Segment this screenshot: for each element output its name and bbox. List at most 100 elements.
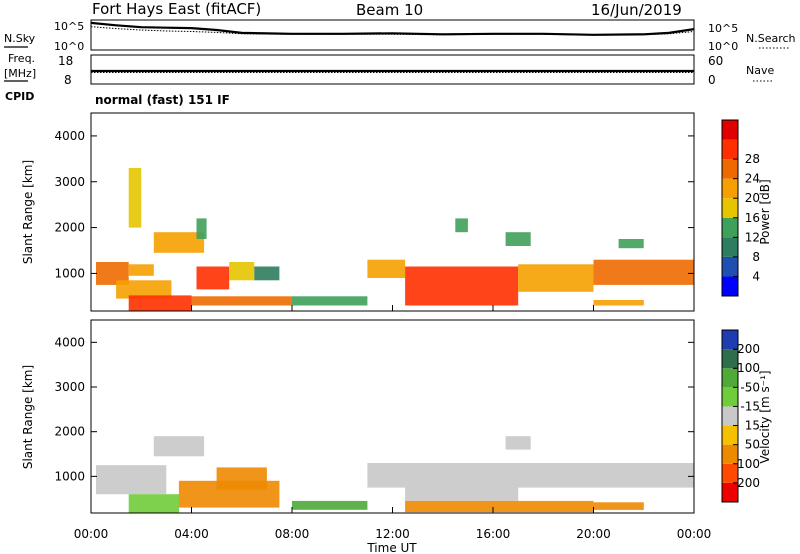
vel-cells-cell-4 [216,467,267,490]
power-cells-cell-17 [505,232,531,246]
power-cells-cell-18 [455,218,468,233]
vel-cells-cell-3 [153,436,205,457]
freq-panel: 18 8 60 0 [58,54,723,87]
power-cbar-swatch-7 [722,139,738,160]
power-cells-cell-9 [196,218,207,239]
power-colorbar-label: Power [dB] [758,179,772,244]
vel-cells-cell-8 [405,500,594,513]
nave-ytick-bottom-right: 0 [708,73,716,87]
freq-ytick-bottom-left: 8 [64,73,72,87]
power-cbar-swatch-4 [722,198,738,218]
power-cbar-label-3: 16 [745,211,760,225]
noise-ytick-bottom-left: 10^0 [54,40,84,53]
freq-label: Freq. [8,52,35,65]
power-cbar-swatch-1 [722,256,738,277]
power-cells-cell-16 [593,300,644,306]
power-cells-cell-12 [367,259,406,278]
power-cbar-swatch-6 [722,159,738,179]
power-cbar-label-0: 4 [752,269,760,283]
vel-cbar-label-7: -200 [733,342,760,356]
power-cbar-label-5: 24 [745,172,760,186]
vel-cbar-swatch-6 [722,368,738,388]
vel-cbar-swatch-0 [722,482,738,502]
power-cells-cell-13 [405,266,519,306]
power-cells-cell-19 [618,239,644,249]
power-cells-cell-5 [196,266,230,290]
vel-cbar-label-6: -100 [733,361,760,375]
noise-ytick-top-right: 10^5 [708,22,738,35]
nave-ytick-top-right: 60 [708,54,723,68]
power-cells-cell-11 [292,296,368,306]
cpid-label: CPID [5,90,34,103]
vel-cbar-swatch-8 [722,330,738,350]
vel-xticks-label-2: 08:00 [275,527,310,541]
vel-xticks-label-4: 16:00 [476,527,511,541]
noise-frame [90,19,695,51]
power-cbar-label-6: 28 [745,152,760,166]
vel-cbar-label-4: -15 [740,399,760,413]
power-cells-cell-4 [191,296,292,306]
vel-yticks-label-3: 4000 [54,335,85,349]
vel-cbar-frame [721,329,739,503]
vel-cbar-label-0: 200 [737,476,760,490]
nsky-series [90,21,695,36]
vel-cbar-label-1: 100 [737,457,760,471]
freq-ytick-top-left: 18 [58,54,73,68]
power-cbar-swatch-3 [722,217,738,238]
power-panel: 1000 2000 3000 4000 Slant Range [km] [21,112,695,312]
vel-cbar-label-2: 50 [745,438,760,452]
power-cells-cell-6 [229,262,255,281]
vel-xticks-label-6: 00:00 [677,527,712,541]
vel-cells-cell-6 [367,463,694,488]
power-cbar-label-1: 8 [752,250,760,264]
power-cbar-swatch-0 [722,276,738,296]
vel-cells-cell-9 [593,502,644,510]
vel-xticks-label-5: 20:00 [576,527,611,541]
velocity-colorbar: 200 100 50 15 -15 -50 -100 -200 [721,329,760,503]
vel-cbar-swatch-1 [722,463,738,483]
station-title: Fort Hays East (fitACF) [92,0,261,18]
noise-ytick-bottom-right: 10^0 [708,40,738,53]
power-ylabel: Slant Range [km] [21,160,35,264]
power-cells-cell-8 [153,232,205,253]
freq-unit-label: [MHz] [4,67,36,80]
velocity-heatmap [96,436,694,513]
power-yticks-label-3: 4000 [54,129,85,143]
power-cells-cell-3 [128,295,192,311]
vel-cbar-swatch-3 [722,425,738,445]
vel-xticks-label-1: 04:00 [174,527,209,541]
power-cells-cell-1 [128,264,154,276]
nsearch-series [90,26,695,36]
nsky-label: N.Sky [4,32,36,45]
vel-cells-cell-10 [505,436,531,450]
power-cbar-label-4: 20 [745,191,760,205]
vel-xticks-label-3: 12:00 [375,527,410,541]
vel-cbar-swatch-5 [722,387,738,407]
nave-label: Nave [746,64,774,77]
vel-yticks-label-2: 3000 [54,380,85,394]
power-cells-cell-2 [116,280,172,299]
noise-panel: 10^5 10^0 10^5 10^0 [54,19,738,53]
power-cbar-swatch-8 [722,120,738,140]
freq-frame [90,54,695,85]
beam-label: Beam 10 [356,1,423,19]
vel-cbar-swatch-2 [722,444,738,464]
vel-cells-cell-0 [96,465,167,495]
power-yticks-label-0: 1000 [54,266,85,280]
power-cells-cell-10 [128,168,142,228]
power-cbar-frame [721,119,739,297]
noise-ytick-top-left: 10^5 [54,20,84,33]
vel-cells-cell-1 [128,494,179,513]
velocity-ylabel: Slant Range [km] [21,365,35,469]
vel-cbar-label-5: -50 [740,380,760,394]
vel-cells-cell-7 [405,487,519,501]
velocity-panel: 1000 2000 3000 4000 00:00 04:00 08:00 12:00 16:… [21,319,712,554]
vel-cbar-swatch-4 [722,406,738,426]
velocity-colorbar-label: Velocity [m s⁻¹] [758,370,772,463]
power-cbar-swatch-2 [722,237,738,257]
vel-xticks-label-0: 00:00 [74,527,109,541]
power-cbar-swatch-5 [722,178,738,199]
vel-cells-cell-5 [292,500,368,510]
date-label: 16/Jun/2019 [591,1,682,19]
